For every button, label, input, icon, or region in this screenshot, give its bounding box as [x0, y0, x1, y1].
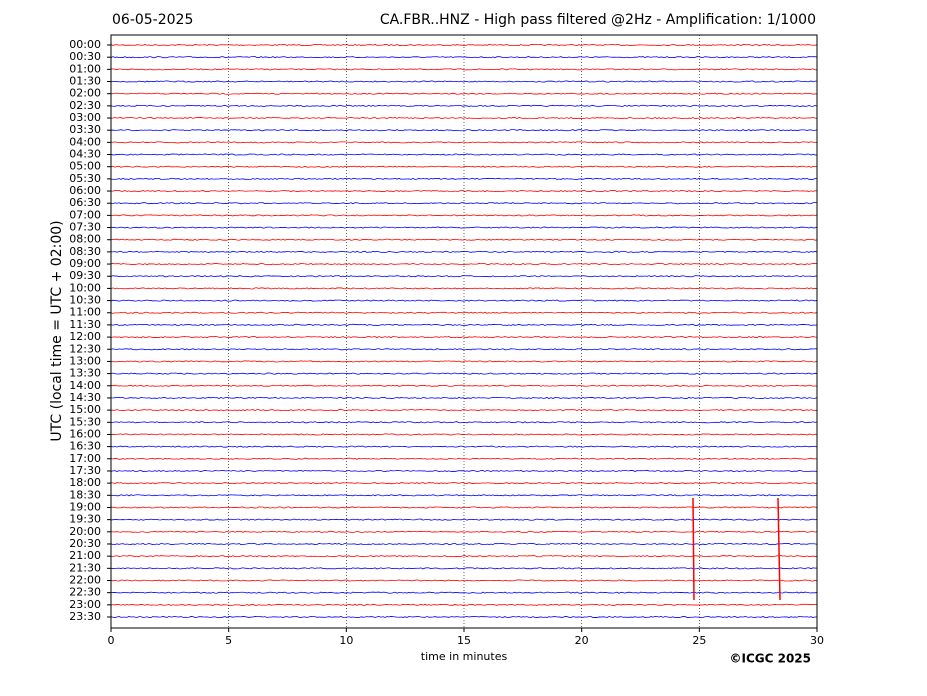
- y-tick-label: 05:30: [69, 172, 101, 185]
- y-tick-label: 16:30: [69, 440, 101, 453]
- trace: [110, 153, 818, 156]
- y-tick-label: 00:30: [69, 50, 101, 63]
- trace: [110, 323, 818, 326]
- trace: [110, 104, 818, 107]
- y-tick-label: 20:30: [69, 537, 101, 550]
- y-tick-label: 02:30: [69, 99, 101, 112]
- trace: [110, 129, 818, 132]
- copyright: ©ICGC 2025: [729, 652, 811, 666]
- trace: [110, 482, 818, 485]
- trace: [110, 311, 818, 314]
- trace: [110, 141, 818, 144]
- y-tick-label: 11:00: [69, 306, 101, 319]
- y-tick-label: 03:30: [69, 123, 101, 136]
- y-tick-label: 23:00: [69, 598, 101, 611]
- y-tick-label: 19:00: [69, 500, 101, 513]
- y-tick-label: 06:30: [69, 196, 101, 209]
- y-tick-label: 21:30: [69, 561, 101, 574]
- y-axis-label: UTC (local time = UTC + 02:00): [49, 220, 65, 441]
- y-tick-label: 08:00: [69, 233, 101, 246]
- trace: [110, 348, 818, 351]
- y-tick-label: 03:00: [69, 111, 101, 124]
- trace: [110, 494, 818, 497]
- y-tick-label: 10:30: [69, 294, 101, 307]
- chart-title: CA.FBR..HNZ - High pass filtered @2Hz - …: [380, 12, 816, 28]
- y-tick-label: 15:30: [69, 415, 101, 428]
- y-tick-label: 17:30: [69, 464, 101, 477]
- y-tick-label: 14:30: [69, 391, 101, 404]
- y-tick-label: 16:00: [69, 427, 101, 440]
- trace: [110, 116, 818, 120]
- y-tick-label: 10:00: [69, 281, 101, 294]
- y-tick-label: 22:30: [69, 586, 101, 599]
- y-tick-label: 17:00: [69, 452, 101, 465]
- y-tick-label: 14:00: [69, 379, 101, 392]
- plot-area: [110, 35, 818, 628]
- y-tick-label: 07:30: [69, 221, 101, 234]
- trace: [110, 530, 818, 533]
- y-tick-label: 08:30: [69, 245, 101, 258]
- y-tick-label: 19:30: [69, 513, 101, 526]
- trace: [110, 336, 818, 339]
- trace: [110, 299, 818, 302]
- trace: [110, 68, 818, 71]
- y-tick-label: 18:00: [69, 476, 101, 489]
- y-tick-label: 22:00: [69, 573, 101, 586]
- y-tick-label: 04:00: [69, 135, 101, 148]
- y-tick-label: 00:00: [69, 38, 101, 51]
- y-tick-label: 01:30: [69, 75, 101, 88]
- y-tick-label: 07:00: [69, 208, 101, 221]
- y-tick-label: 12:00: [69, 330, 101, 343]
- trace: [110, 92, 818, 95]
- trace: [110, 287, 818, 290]
- y-tick-label: 09:30: [69, 269, 101, 282]
- y-tick-label: 23:30: [69, 610, 101, 623]
- x-tick-label: 0: [108, 634, 115, 647]
- y-tick-label: 06:00: [69, 184, 101, 197]
- date: 06-05-2025: [112, 12, 193, 28]
- y-tick-label: 13:30: [69, 367, 101, 380]
- trace: [110, 542, 818, 546]
- trace: [110, 518, 818, 521]
- y-tick-label: 04:30: [69, 148, 101, 161]
- trace: [110, 506, 818, 509]
- y-tick-label: 09:00: [69, 257, 101, 270]
- y-tick-label: 12:30: [69, 342, 101, 355]
- trace: [110, 360, 818, 363]
- x-tick-label: 15: [457, 634, 471, 647]
- y-tick-label: 13:00: [69, 354, 101, 367]
- trace: [110, 567, 818, 570]
- x-tick-label: 10: [339, 634, 353, 647]
- x-tick-label: 20: [575, 634, 589, 647]
- y-tick-label: 21:00: [69, 549, 101, 562]
- x-axis-label: time in minutes: [421, 650, 508, 663]
- trace: [110, 165, 818, 168]
- event-trace: [777, 497, 781, 601]
- trace: [110, 555, 818, 558]
- event-trace: [692, 497, 695, 601]
- y-tick-label: 02:00: [69, 87, 101, 100]
- y-tick-label: 05:00: [69, 160, 101, 173]
- y-tick-label: 11:30: [69, 318, 101, 331]
- trace: [110, 80, 818, 83]
- y-tick-label: 01:00: [69, 62, 101, 75]
- x-tick-label: 30: [810, 634, 824, 647]
- trace: [110, 202, 818, 205]
- y-tick-label: 15:00: [69, 403, 101, 416]
- x-tick-label: 5: [225, 634, 232, 647]
- x-tick-label: 25: [692, 634, 706, 647]
- trace: [110, 579, 818, 582]
- y-tick-label: 20:00: [69, 525, 101, 538]
- y-tick-label: 18:30: [69, 488, 101, 501]
